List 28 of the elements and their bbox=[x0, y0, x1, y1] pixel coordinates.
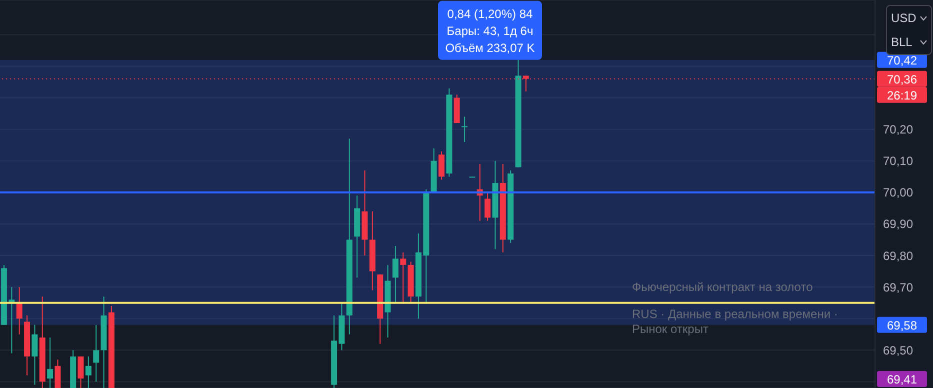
candlestick bbox=[484, 192, 491, 222]
text: RUS · Данные в реальном времени · Рынок открыт bbox=[632, 307, 839, 337]
band-label: 0,84 (1,20%) 84 Бары: 43, 1д 6ч Объём 233,07 K bbox=[445, 6, 535, 55]
candlestick bbox=[93, 324, 100, 382]
y-tick-label: 70,10 bbox=[883, 154, 914, 168]
candlestick bbox=[438, 150, 444, 180]
candlestick bbox=[85, 356, 92, 388]
y-tick-label: 69,80 bbox=[883, 248, 914, 263]
text: Фьючерсный контракт на золото bbox=[632, 280, 814, 295]
ref-line-label: 70,36 bbox=[886, 72, 918, 86]
currency-unit-selector: USD BLL bbox=[886, 5, 932, 55]
y-tick-label: 70,00 bbox=[883, 186, 914, 200]
y-tick-label: 69,70 bbox=[883, 280, 914, 294]
text: 26:19 bbox=[886, 88, 918, 102]
y-tick-label: 69,90 bbox=[883, 217, 914, 232]
text: 70,42 bbox=[886, 53, 918, 68]
candlestick bbox=[78, 356, 84, 388]
candlestick bbox=[400, 252, 406, 304]
text: 69,41 bbox=[886, 372, 918, 386]
candlestick bbox=[47, 337, 54, 388]
candlestick bbox=[54, 359, 61, 388]
text: 69,58 bbox=[886, 318, 918, 332]
candlestick bbox=[392, 246, 398, 304]
candlestick bbox=[16, 286, 22, 335]
candlestick bbox=[32, 324, 38, 386]
y-tick-label: 69,50 bbox=[883, 343, 914, 358]
candlestick bbox=[462, 116, 468, 142]
y-tick-label: 70,20 bbox=[883, 122, 914, 137]
